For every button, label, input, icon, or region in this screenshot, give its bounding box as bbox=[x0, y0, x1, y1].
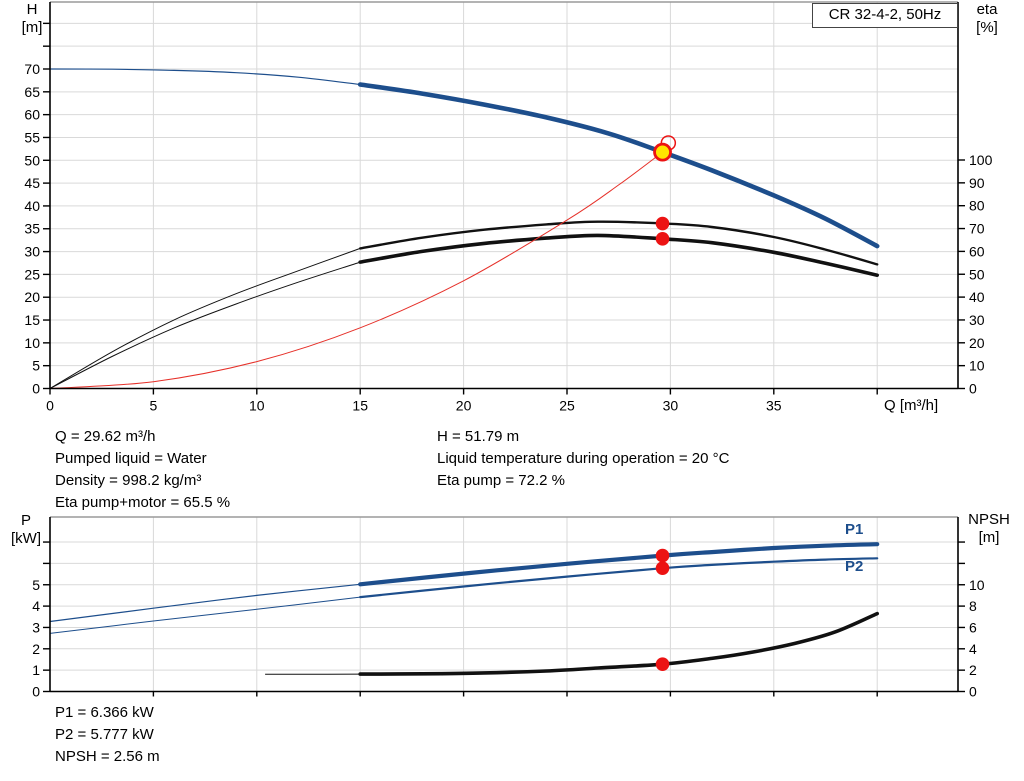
tick-label-right: 90 bbox=[969, 175, 985, 191]
tick-label-x: 20 bbox=[456, 398, 472, 414]
qh-chart-grid bbox=[50, 1, 958, 389]
tick-label-right: 30 bbox=[969, 312, 985, 328]
tick-label-left: 10 bbox=[24, 335, 40, 351]
tick-label-x: 35 bbox=[766, 398, 782, 414]
head-curve-thick bbox=[357, 82, 880, 249]
tick-label-left: 0 bbox=[32, 381, 40, 397]
p1-point bbox=[655, 548, 670, 563]
npsh-axis-unit: [m] bbox=[978, 529, 1000, 546]
tick-label-right: 0 bbox=[969, 381, 977, 397]
tick-label-left: 1 bbox=[32, 662, 40, 678]
result-eta-pump-motor: Eta pump+motor = 65.5 % bbox=[55, 494, 231, 511]
pump-type-title: CR 32-4-2, 50Hz bbox=[812, 3, 958, 28]
tick-label-right: 0 bbox=[969, 684, 977, 700]
npsh-curve-thick bbox=[358, 611, 879, 676]
results-block-left: Q = 29.62 m³/h Pumped liquid = Water Den… bbox=[55, 426, 230, 514]
eta-axis-label: eta bbox=[976, 1, 998, 18]
power-npsh-chart-ticks: 0 1 2 3 4 5 0 2 4 6 8 10 bbox=[32, 541, 985, 700]
tick-label-right: 50 bbox=[969, 266, 985, 282]
result-density: Density = 998.2 kg/m³ bbox=[55, 472, 202, 489]
result-npsh: NPSH = 2.56 m bbox=[55, 748, 160, 765]
h-axis-label: H bbox=[26, 1, 38, 18]
h-axis-unit: [m] bbox=[21, 19, 43, 36]
tick-label-left: 65 bbox=[24, 84, 40, 100]
result-eta-pump: Eta pump = 72.2 % bbox=[437, 472, 565, 489]
tick-label-x: 5 bbox=[150, 398, 158, 414]
tick-label-right: 10 bbox=[969, 358, 985, 374]
result-p1: P1 = 6.366 kW bbox=[55, 704, 154, 721]
p2-curve-thin bbox=[49, 596, 361, 634]
tick-label-left: 40 bbox=[24, 198, 40, 214]
tick-label-left: 50 bbox=[24, 152, 40, 168]
tick-label-x: 10 bbox=[249, 398, 265, 414]
p-axis-label: P bbox=[20, 512, 31, 529]
tick-label-left: 5 bbox=[32, 358, 40, 374]
tick-label-right: 10 bbox=[969, 577, 985, 593]
tick-label-right: 60 bbox=[969, 243, 985, 259]
tick-label-left: 55 bbox=[24, 129, 40, 145]
q-axis-label: Q [m³/h] bbox=[884, 397, 939, 414]
result-liquid-temp: Liquid temperature during operation = 20… bbox=[437, 450, 730, 467]
tick-label-right: 2 bbox=[969, 662, 977, 678]
tick-label-x: 30 bbox=[663, 398, 679, 414]
system-curve bbox=[49, 151, 663, 389]
qh-chart-ticks: 0510152025303540455055606570010203040506… bbox=[24, 22, 993, 414]
tick-label-right: 100 bbox=[969, 152, 993, 168]
p-axis-unit: [kW] bbox=[11, 530, 41, 547]
result-q: Q = 29.62 m³/h bbox=[55, 428, 156, 445]
duty-point bbox=[653, 142, 672, 162]
result-h: H = 51.79 m bbox=[437, 428, 520, 445]
eta-pump-curve-thin bbox=[49, 247, 361, 389]
tick-label-right: 40 bbox=[969, 289, 985, 305]
tick-label-left: 30 bbox=[24, 244, 40, 260]
eta-axis-unit: [%] bbox=[976, 19, 998, 36]
p1-curve-label: P1 bbox=[845, 521, 864, 538]
tick-label-right: 80 bbox=[969, 198, 985, 214]
p2-curve-label: P2 bbox=[845, 558, 864, 575]
tick-label-left: 2 bbox=[32, 641, 40, 657]
p1-curve-thin bbox=[49, 583, 361, 623]
npsh-point bbox=[655, 657, 670, 671]
power-npsh-chart: 0 1 2 3 4 5 0 2 4 6 8 10 bbox=[32, 516, 985, 700]
tick-label-left: 60 bbox=[24, 107, 40, 123]
eta-pump-point bbox=[655, 216, 670, 231]
tick-label-right: 70 bbox=[969, 221, 985, 237]
tick-label-right: 20 bbox=[969, 335, 985, 351]
tick-label-x: 25 bbox=[559, 398, 575, 414]
tick-label-left: 25 bbox=[24, 266, 40, 282]
eta-pump-motor-curve-thin bbox=[49, 261, 361, 389]
tick-label-left: 20 bbox=[24, 289, 40, 305]
head-curve-thin bbox=[49, 68, 361, 86]
result-pumped-liquid: Pumped liquid = Water bbox=[55, 450, 207, 467]
tick-label-right: 4 bbox=[969, 641, 977, 657]
tick-label-left: 35 bbox=[24, 221, 40, 237]
results-block-right: H = 51.79 m Liquid temperature during op… bbox=[437, 426, 729, 492]
eta-pump-motor-point bbox=[655, 232, 670, 246]
npsh-axis-label: NPSH bbox=[968, 511, 1010, 528]
p2-point bbox=[655, 561, 670, 575]
tick-label-x: 0 bbox=[46, 398, 54, 414]
tick-label-right: 8 bbox=[969, 598, 977, 614]
tick-label-right: 6 bbox=[969, 619, 977, 635]
tick-label-left: 45 bbox=[24, 175, 40, 191]
tick-label-x: 15 bbox=[352, 398, 368, 414]
eta-pump-curve-thick bbox=[359, 220, 879, 266]
qh-chart: 0510152025303540455055606570010203040506… bbox=[24, 1, 993, 414]
p1-curve-thick bbox=[358, 542, 880, 587]
tick-label-left: 5 bbox=[32, 577, 40, 593]
eta-pump-motor-curve-thick bbox=[358, 233, 879, 277]
tick-label-left: 4 bbox=[32, 598, 40, 614]
tick-label-left: 0 bbox=[32, 684, 40, 700]
tick-label-left: 15 bbox=[24, 312, 40, 328]
tick-label-left: 3 bbox=[32, 619, 40, 635]
results-block-bottom: P1 = 6.366 kW P2 = 5.777 kW NPSH = 2.56 … bbox=[55, 702, 160, 768]
tick-label-left: 70 bbox=[24, 61, 40, 77]
result-p2: P2 = 5.777 kW bbox=[55, 726, 154, 743]
